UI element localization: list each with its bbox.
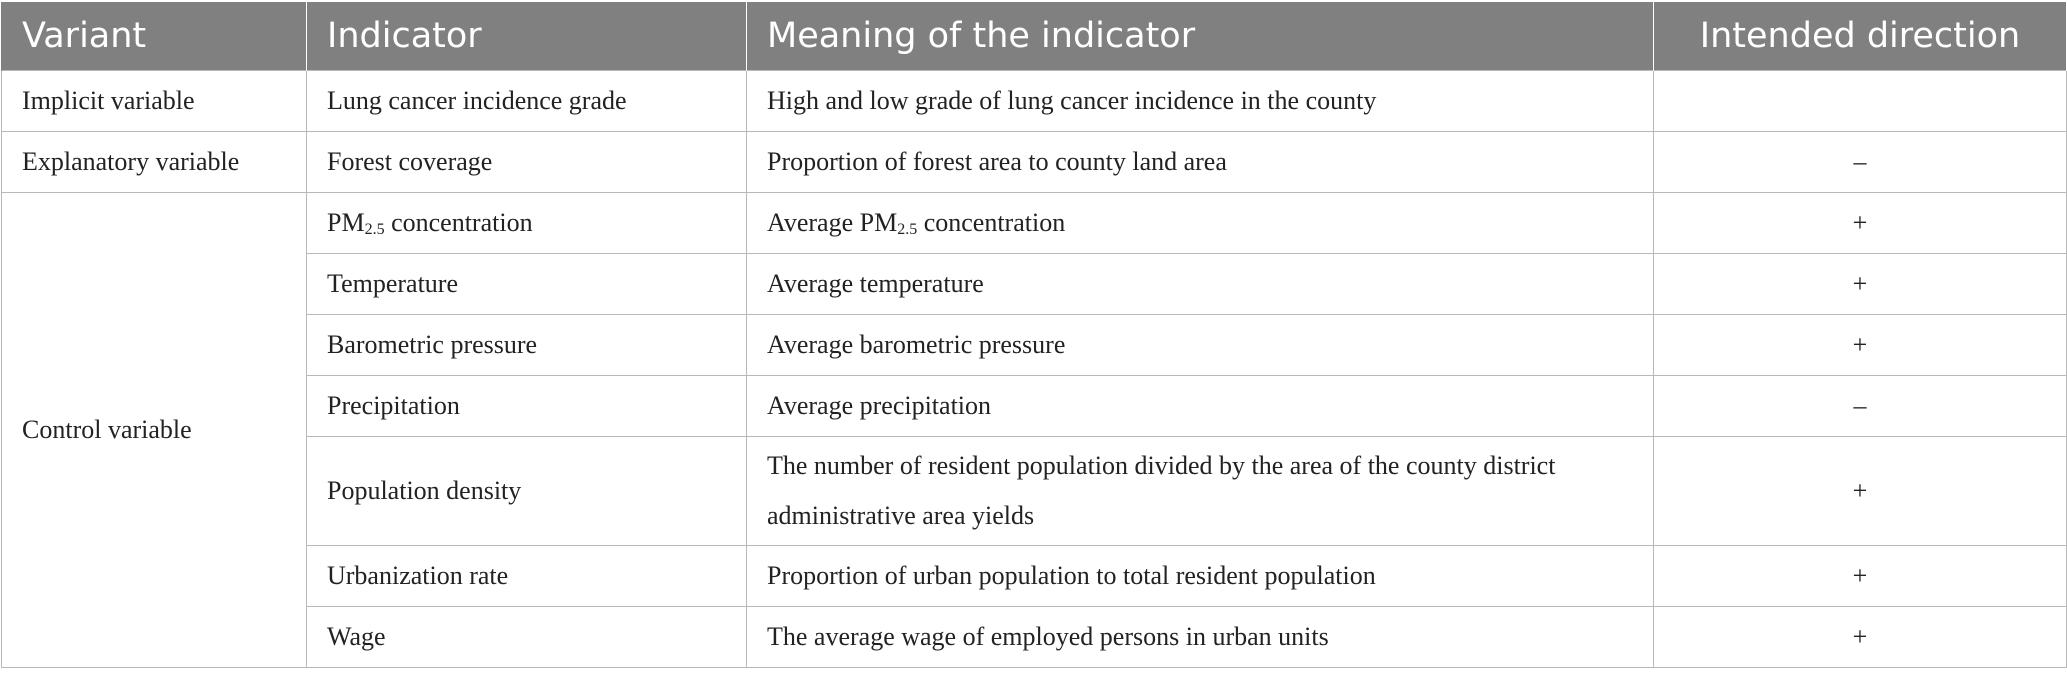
meaning-pm-subscript: 2.5 — [897, 221, 918, 238]
header-row: Variant Indicator Meaning of the indicat… — [1, 2, 2067, 71]
meaning-cell: Proportion of urban population to total … — [746, 545, 1654, 607]
header-indicator: Indicator — [306, 2, 747, 71]
indicator-cell: Forest coverage — [306, 131, 747, 193]
variant-cell: Implicit variable — [1, 70, 307, 132]
indicator-cell: PM2.5 concentration — [306, 192, 747, 254]
variant-cell-control: Control variable — [1, 192, 307, 668]
header-meaning: Meaning of the indicator — [746, 2, 1654, 71]
table-row: Control variable PM2.5 concentration Ave… — [1, 192, 2067, 668]
direction-cell: + — [1653, 253, 2067, 315]
variant-cell: Explanatory variable — [1, 131, 307, 193]
table-row: Implicit variable Lung cancer incidence … — [1, 70, 2067, 132]
table-row: Wage The average wage of employed person… — [2, 606, 2067, 668]
meaning-cell: Average PM2.5 concentration — [746, 192, 1654, 254]
meaning-cell: Average temperature — [746, 253, 1654, 315]
table-row: Precipitation Average precipitation – — [2, 375, 2067, 437]
direction-cell — [1653, 70, 2067, 132]
variables-table: Variant Indicator Meaning of the indicat… — [1, 2, 2067, 668]
header-variant: Variant — [1, 2, 307, 71]
table-row: Temperature Average temperature + — [2, 253, 2067, 315]
direction-cell: + — [1653, 545, 2067, 607]
indicator-cell: Barometric pressure — [306, 314, 747, 376]
direction-cell: + — [1653, 606, 2067, 668]
direction-cell: – — [1653, 131, 2067, 193]
direction-cell: – — [1653, 375, 2067, 437]
meaning-cell: Average precipitation — [746, 375, 1654, 437]
indicator-cell: Population density — [306, 436, 747, 546]
meaning-cell: Average barometric pressure — [746, 314, 1654, 376]
indicator-pm-prefix: PM — [327, 208, 365, 237]
indicator-pm-subscript: 2.5 — [364, 221, 385, 238]
meaning-cell: The number of resident population divide… — [746, 436, 1654, 546]
table-row: Population density The number of residen… — [2, 436, 2067, 546]
indicator-cell: Lung cancer incidence grade — [306, 70, 747, 132]
direction-cell: + — [1653, 192, 2067, 254]
direction-cell: + — [1653, 436, 2067, 546]
meaning-cell: The average wage of employed persons in … — [746, 606, 1654, 668]
meaning-cell: High and low grade of lung cancer incide… — [746, 70, 1654, 132]
indicator-pm-suffix: concentration — [384, 208, 533, 237]
indicator-cell: Precipitation — [306, 375, 747, 437]
meaning-cell: Proportion of forest area to county land… — [746, 131, 1654, 193]
table-row: Barometric pressure Average barometric p… — [2, 314, 2067, 376]
indicator-cell: Temperature — [306, 253, 747, 315]
table-row: Urbanization rate Proportion of urban po… — [2, 545, 2067, 607]
indicator-cell: Urbanization rate — [306, 545, 747, 607]
meaning-pm-prefix: Average PM — [767, 208, 898, 237]
header-direction: Intended direction — [1653, 2, 2067, 71]
direction-cell: + — [1653, 314, 2067, 376]
meaning-pm-suffix: concentration — [917, 208, 1066, 237]
table-row: Explanatory variable Forest coverage Pro… — [1, 131, 2067, 193]
indicator-cell: Wage — [306, 606, 747, 668]
